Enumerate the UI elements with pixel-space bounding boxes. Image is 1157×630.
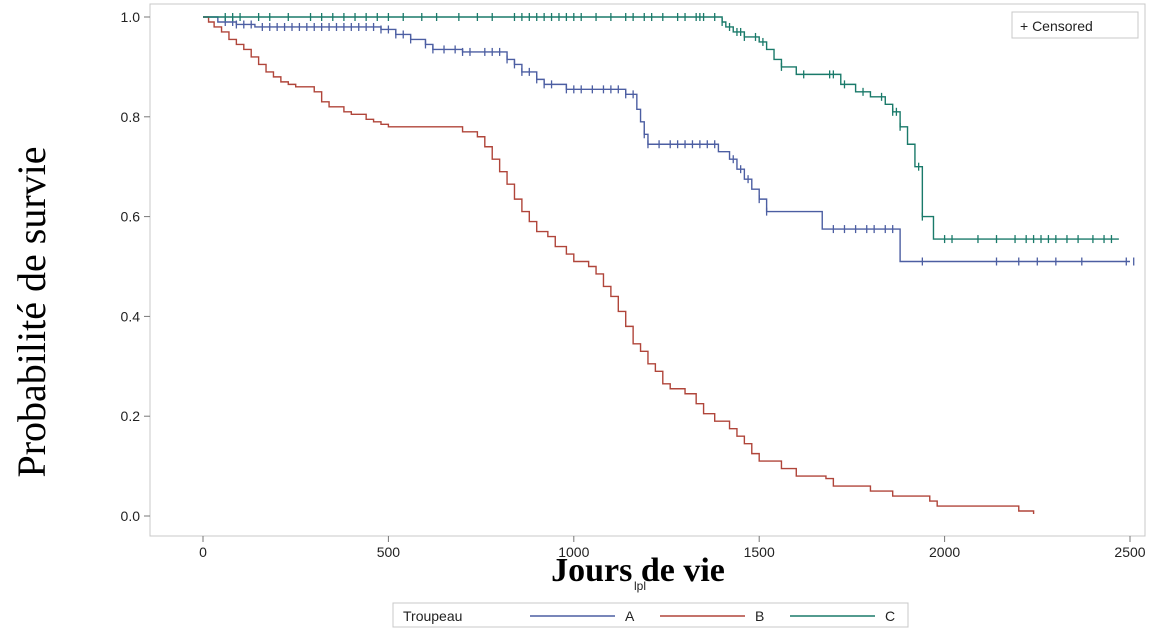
legend-label-c: C <box>885 608 895 624</box>
legend: Troupeau A B C <box>392 602 909 628</box>
legend-title: Troupeau <box>403 608 462 624</box>
y-tick-label: 0.6 <box>121 209 141 225</box>
series-layer <box>203 13 1135 515</box>
y-tick-label: 0.8 <box>121 109 141 125</box>
censored-key-label: + Censored <box>1020 18 1093 34</box>
x-variable-label: lpl <box>634 579 646 593</box>
y-axis-label: Probabilité de survie <box>9 146 54 477</box>
censored-key-box <box>1011 11 1139 39</box>
y-tick-label: 1.0 <box>121 9 141 25</box>
censored-key: + Censored <box>1011 11 1139 39</box>
x-tick-label: 2000 <box>929 544 960 560</box>
x-tick-label: 0 <box>199 544 207 560</box>
legend-label-b: B <box>755 608 764 624</box>
y-tick-label: 0.4 <box>121 308 141 324</box>
legend-items: A B C <box>530 608 895 624</box>
series-line-b <box>203 16 1035 515</box>
x-tick-label: 2500 <box>1114 544 1145 560</box>
x-axis-ticks: 0 500 1000 1500 2000 2500 <box>199 536 1146 560</box>
y-tick-label: 0.0 <box>121 508 141 524</box>
legend-box <box>392 602 909 628</box>
series-line-c <box>203 16 1119 240</box>
y-axis-ticks: 0.0 0.2 0.4 0.6 0.8 1.0 <box>121 9 150 524</box>
x-axis-label: Jours de vie <box>551 552 725 589</box>
x-tick-label: 1500 <box>744 544 775 560</box>
legend-label-a: A <box>625 608 635 624</box>
x-tick-label: 500 <box>377 544 401 560</box>
x-tick-label: 1000 <box>558 544 589 560</box>
y-tick-label: 0.2 <box>121 408 141 424</box>
plot-area-frame <box>149 3 1146 537</box>
